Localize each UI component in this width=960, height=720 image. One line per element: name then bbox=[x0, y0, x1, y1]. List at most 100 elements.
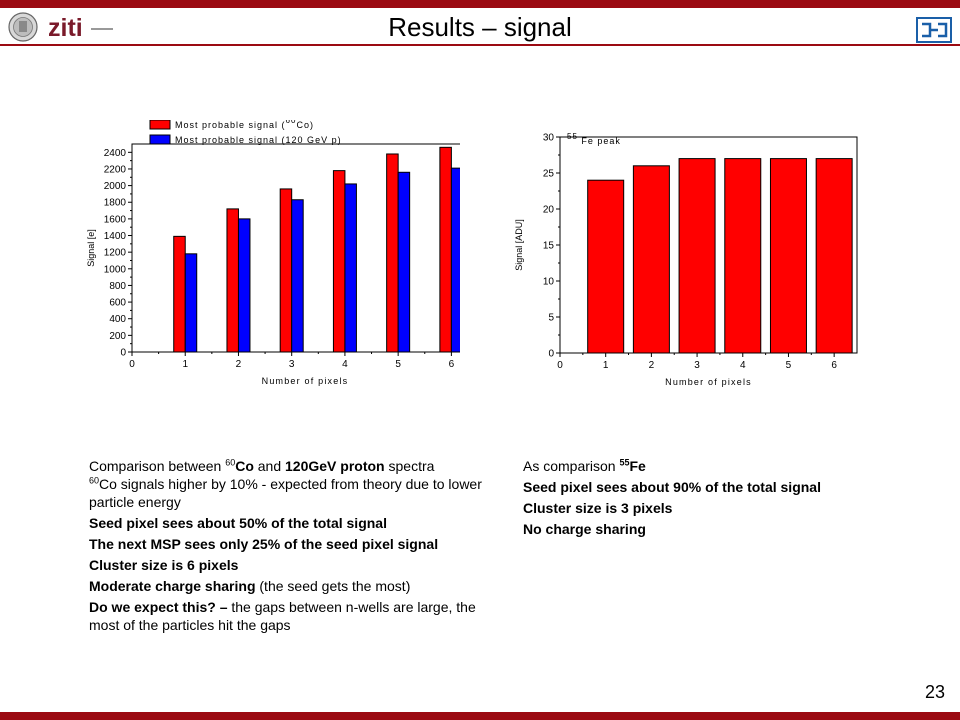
note-expect: Do we expect this? – the gaps between n-… bbox=[89, 598, 499, 634]
x-tick-label: 3 bbox=[694, 360, 700, 371]
note-msp: The next MSP sees only 25% of the seed p… bbox=[89, 536, 439, 552]
y-axis-title: Signal [e] bbox=[86, 229, 96, 267]
bottom-accent-bar bbox=[0, 712, 960, 720]
legend-swatch bbox=[149, 120, 171, 130]
page-title: Results – signal bbox=[388, 12, 572, 42]
note-fe: Fe bbox=[629, 458, 646, 474]
note-proton: 120GeV proton bbox=[285, 458, 385, 474]
x-tick-label: 2 bbox=[236, 359, 242, 370]
svg-text:ziti: ziti bbox=[48, 14, 83, 42]
note-sup: 60 bbox=[89, 475, 100, 486]
bar bbox=[386, 153, 399, 353]
x-axis-title: Number of pixels bbox=[262, 376, 349, 386]
y-tick-label: 2200 bbox=[104, 164, 127, 175]
x-tick-label: 6 bbox=[449, 359, 455, 370]
y-tick-label: 200 bbox=[109, 331, 126, 342]
y-tick-label: 15 bbox=[543, 241, 555, 252]
legend-label: 55 Fe peak bbox=[567, 132, 621, 146]
x-tick-label: 4 bbox=[740, 360, 746, 371]
x-tick-label: 0 bbox=[557, 360, 563, 371]
page-number: 23 bbox=[924, 682, 945, 702]
bar bbox=[291, 199, 304, 353]
note-bold: Moderate charge sharing bbox=[89, 578, 256, 594]
bar bbox=[439, 146, 452, 353]
bar bbox=[678, 158, 716, 354]
note-seed: Seed pixel sees about 50% of the total s… bbox=[89, 515, 387, 531]
bar bbox=[237, 218, 251, 353]
x-tick-label: 4 bbox=[342, 359, 348, 370]
x-tick-label: 2 bbox=[649, 360, 655, 371]
chart-signal-fe: 0 1 2 3 4 5 6 0 5 10 15 20 25 30 Number of pixels Signa… bbox=[514, 132, 858, 387]
y-tick-label: 2000 bbox=[104, 181, 127, 192]
bar bbox=[332, 170, 346, 353]
bar bbox=[226, 208, 239, 353]
bar bbox=[724, 158, 762, 354]
y-tick-label: 0 bbox=[120, 348, 126, 359]
bar bbox=[769, 158, 807, 354]
bar bbox=[397, 171, 411, 353]
notes-left: Comparison between 60Co and 120GeV proto… bbox=[89, 457, 499, 637]
note-seed-fe: Seed pixel sees about 90% of the total s… bbox=[523, 479, 821, 495]
legend-swatch bbox=[149, 134, 171, 145]
bar bbox=[184, 253, 198, 353]
y-tick-label: 1200 bbox=[104, 248, 127, 259]
chart-signal-co-vs-proton: 0 1 2 3 4 5 6 0 200 400 600 800 1000 1200 1400 1600 1800… bbox=[86, 120, 460, 386]
y-tick-label: 1800 bbox=[104, 198, 127, 209]
y-tick-label: 5 bbox=[548, 313, 554, 324]
y-tick-label: 1000 bbox=[104, 264, 127, 275]
x-tick-label: 5 bbox=[786, 360, 792, 371]
y-tick-label: 10 bbox=[543, 277, 555, 288]
bar bbox=[173, 235, 186, 353]
university-seal-icon bbox=[8, 12, 38, 42]
note-co: Co bbox=[235, 458, 254, 474]
note-sharing: Moderate charge sharing (the seed gets t… bbox=[89, 577, 499, 595]
plot-frame bbox=[131, 143, 460, 353]
note-sup: 55 bbox=[619, 457, 630, 468]
y-tick-label: 0 bbox=[548, 349, 554, 360]
note-comparison-fe: As comparison 55Fe bbox=[523, 457, 903, 475]
note-text: and bbox=[253, 458, 286, 474]
note-text: Co signals higher by 10% - expected from… bbox=[89, 476, 482, 510]
x-tick-label: 3 bbox=[289, 359, 295, 370]
y-tick-label: 800 bbox=[109, 281, 126, 292]
note-text: Comparison between bbox=[89, 458, 226, 474]
y-tick-label: 30 bbox=[543, 133, 555, 144]
note-bold: Do we expect this? – bbox=[89, 599, 228, 615]
y-tick-label: 1600 bbox=[104, 214, 127, 225]
note-text: the gaps between n-wells are large, the … bbox=[89, 599, 476, 633]
bar bbox=[632, 165, 670, 354]
x-axis-title: Number of pixels bbox=[665, 377, 752, 387]
legend-label: Most probable signal (60Co) bbox=[175, 120, 314, 130]
y-tick-label: 20 bbox=[543, 205, 555, 216]
bar bbox=[344, 183, 357, 353]
y-tick-label: 1400 bbox=[104, 231, 127, 242]
note-sharing-fe: No charge sharing bbox=[523, 521, 646, 537]
x-tick-label: 6 bbox=[831, 360, 837, 371]
note-text: As comparison bbox=[523, 458, 620, 474]
bar bbox=[450, 167, 460, 353]
institute-logo-icon bbox=[916, 17, 952, 43]
note-text: spectra bbox=[384, 458, 435, 474]
y-tick-label: 400 bbox=[109, 314, 126, 325]
bar bbox=[815, 158, 853, 354]
y-tick-label: 2400 bbox=[104, 148, 127, 159]
x-tick-label: 5 bbox=[395, 359, 401, 370]
note-cluster: Cluster size is 6 pixels bbox=[89, 557, 239, 573]
bar bbox=[587, 179, 625, 354]
note-cluster-fe: Cluster size is 3 pixels bbox=[523, 500, 673, 516]
legend-label: Most probable signal (120 GeV p) bbox=[175, 135, 342, 145]
title-divider bbox=[0, 44, 960, 46]
y-tick-label: 600 bbox=[109, 298, 126, 309]
bar bbox=[279, 188, 293, 353]
x-tick-label: 1 bbox=[603, 360, 609, 371]
notes-right: As comparison 55Fe Seed pixel sees about… bbox=[523, 457, 903, 541]
top-accent-bar bbox=[0, 0, 960, 8]
note-sup: 60 bbox=[225, 457, 236, 468]
note-comparison: Comparison between 60Co and 120GeV proto… bbox=[89, 457, 499, 511]
note-text: (the seed gets the most) bbox=[255, 578, 411, 594]
x-tick-label: 1 bbox=[182, 359, 188, 370]
ziti-logo: ziti bbox=[48, 14, 113, 42]
x-tick-label: 0 bbox=[129, 359, 135, 370]
y-tick-label: 25 bbox=[543, 169, 555, 180]
y-axis-title: Signal [ADU] bbox=[514, 219, 524, 271]
